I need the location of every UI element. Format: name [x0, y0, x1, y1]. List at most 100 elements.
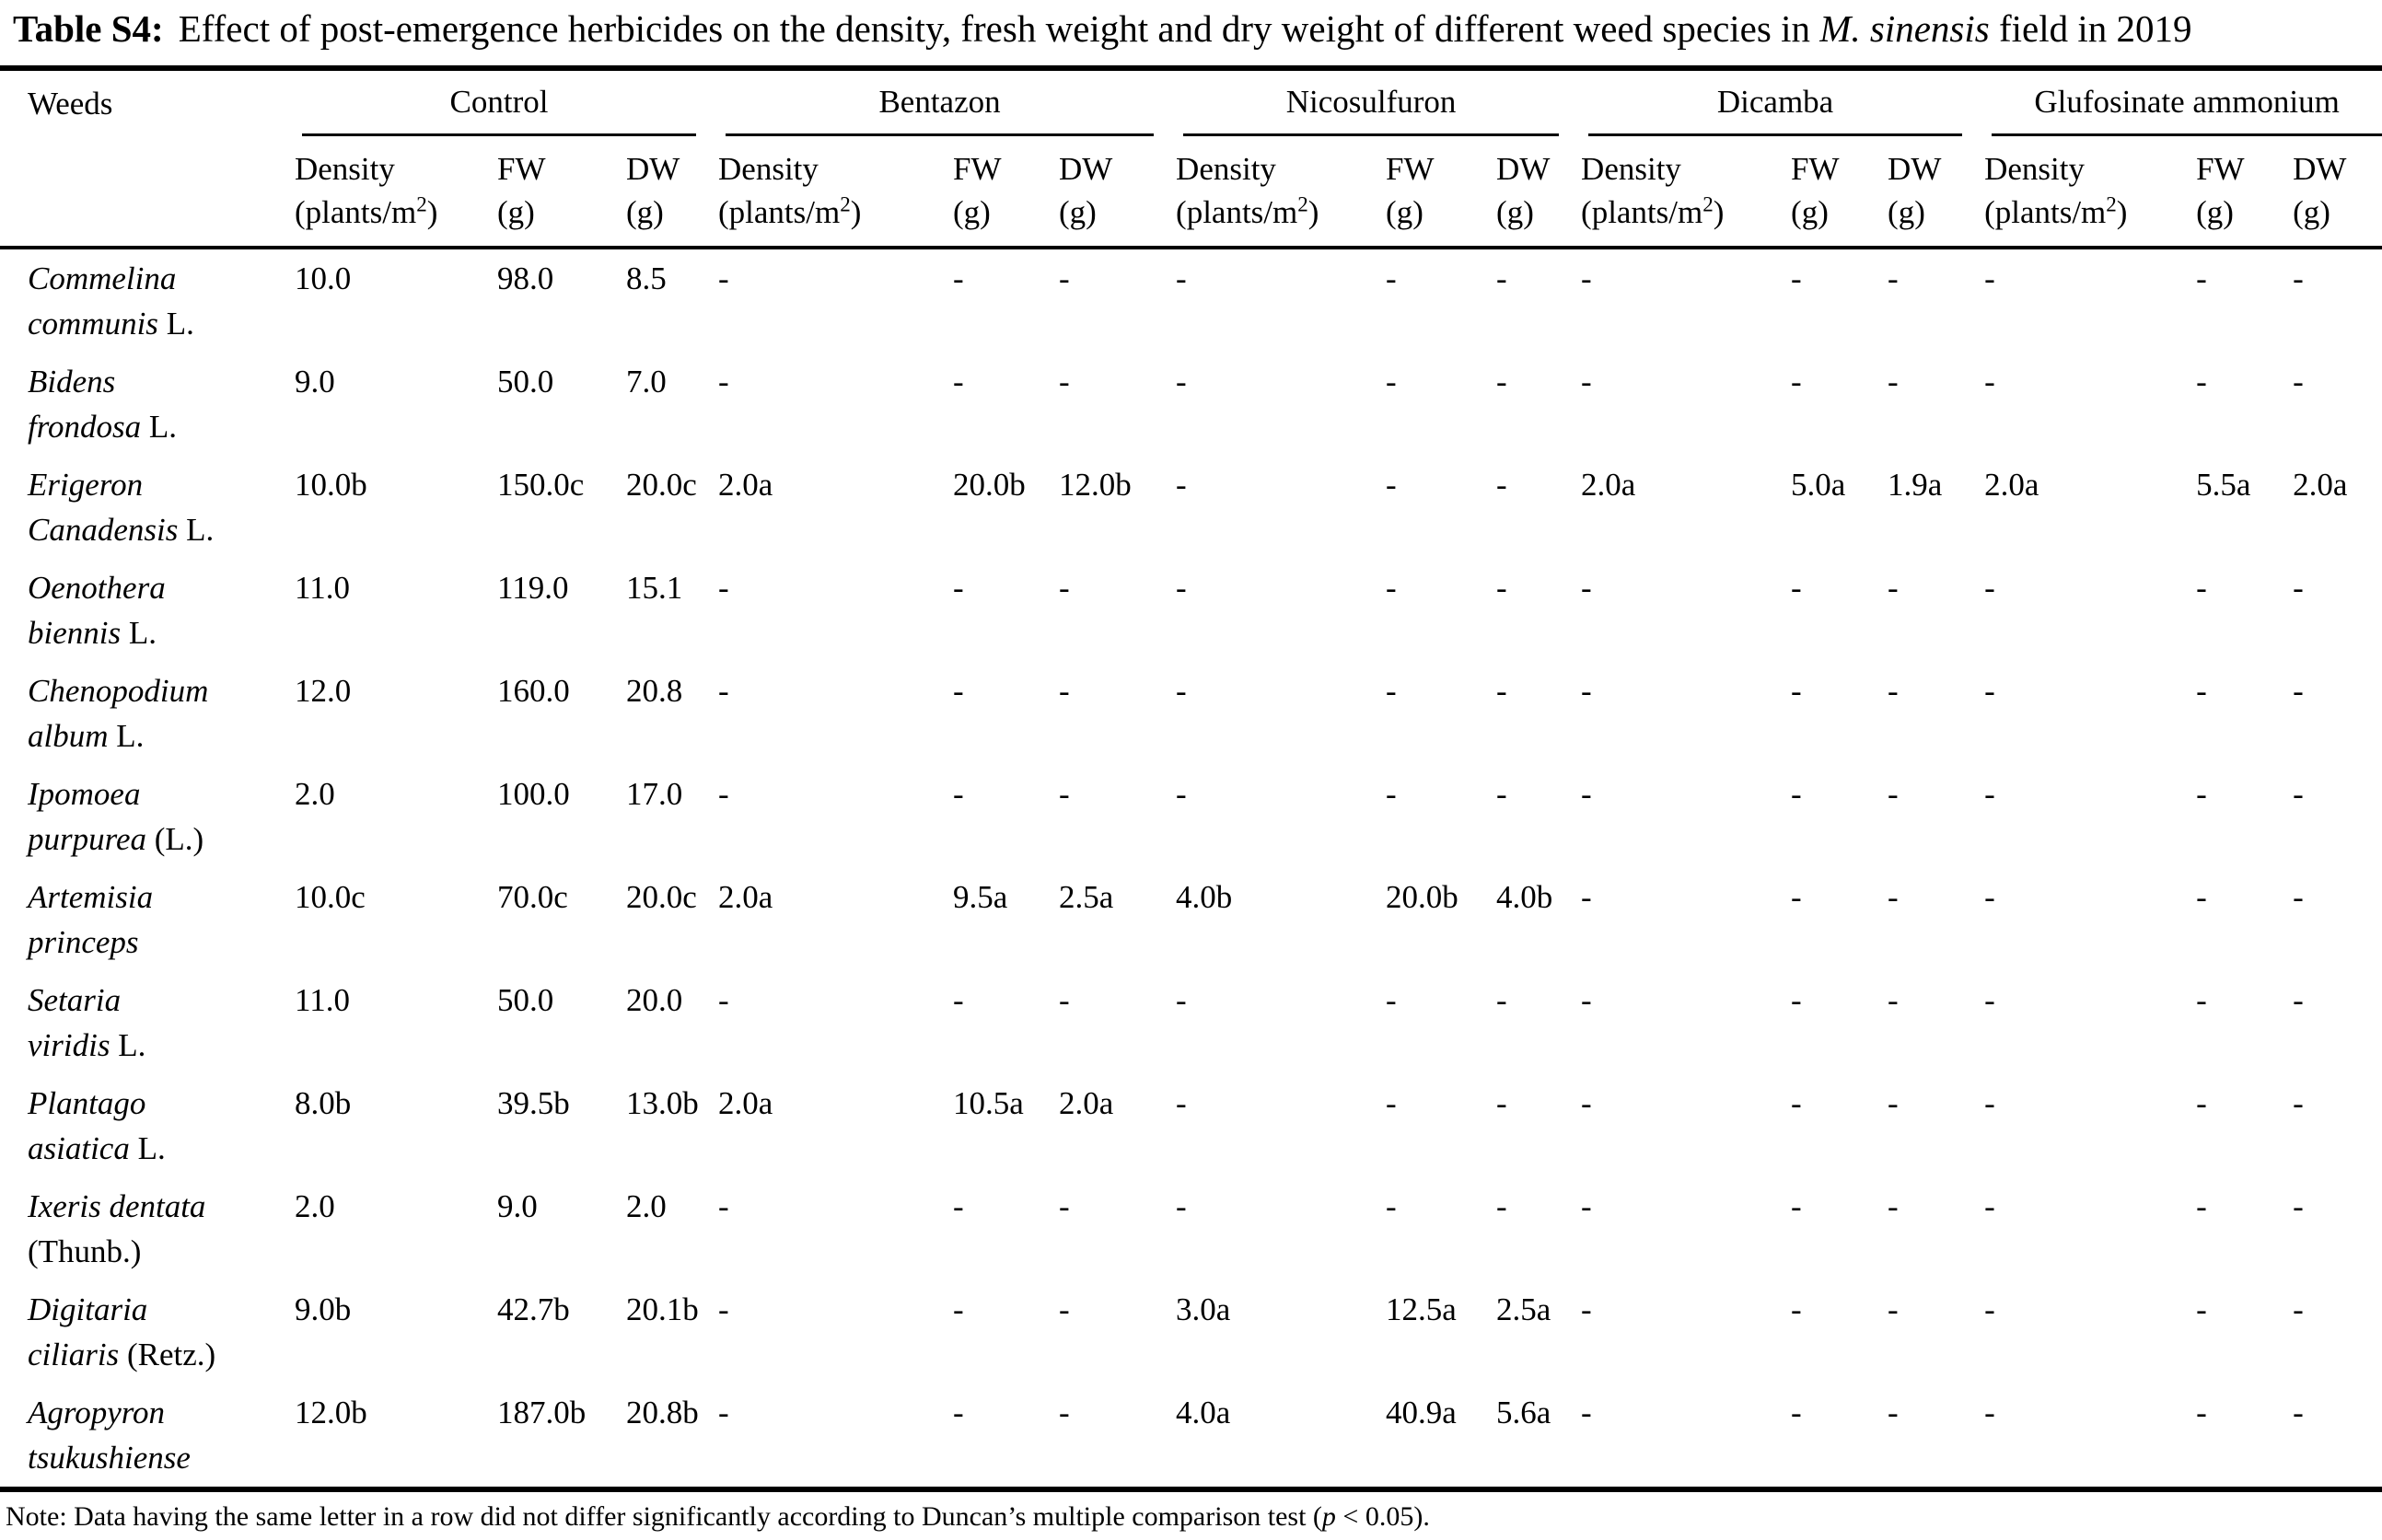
density-unit-close: ): [2116, 194, 2128, 231]
value-cell: -: [2293, 363, 2304, 399]
value-cell: -: [953, 569, 964, 606]
value-cell: -: [1581, 981, 1592, 1018]
value-cell: -: [1581, 1084, 1592, 1121]
density-label: Density: [1581, 151, 1681, 188]
value-cell: -: [1791, 775, 1802, 812]
table-row: Ipomoea purpurea (L.) 2.0 100.0 17.0- - - - - - - -…: [0, 765, 2382, 868]
dw-header: DW (g): [2293, 136, 2382, 249]
dw-header: DW (g): [1059, 136, 1177, 249]
weed-name-line1-italic: Agropyron: [28, 1394, 166, 1430]
value-cell: -: [1888, 775, 1899, 812]
weed-name-line2-regular: L.: [121, 614, 157, 651]
value-cell: -: [2293, 260, 2304, 296]
group-underline: Bentazon: [726, 84, 1155, 137]
value-cell: 10.5a: [953, 1084, 1024, 1121]
weed-name-line2-italic: purpurea: [28, 820, 146, 857]
fw-unit: (g): [2196, 194, 2234, 231]
value-cell: -: [1888, 878, 1899, 915]
value-cell: 2.5a: [1496, 1291, 1551, 1327]
value-cell: 2.0a: [718, 878, 773, 915]
value-cell: -: [1176, 981, 1187, 1018]
density-header: Density (plants/m2): [1581, 136, 1792, 249]
value-cell: -: [1888, 1394, 1899, 1430]
value-cell: 2.5a: [1059, 878, 1114, 915]
value-cell: -: [1984, 1187, 1995, 1224]
dw-header: DW (g): [626, 136, 719, 249]
value-cell: -: [1581, 775, 1592, 812]
value-cell: -: [1984, 672, 1995, 709]
value-cell: 70.0c: [497, 878, 568, 915]
value-cell: 11.0: [295, 569, 350, 606]
value-cell: -: [1888, 981, 1899, 1018]
weed-name-cell: Ixeris dentata (Thunb.): [0, 1177, 295, 1280]
table-row: Chenopodium album L. 12.0 160.0 20.8- - - - - - - -…: [0, 662, 2382, 765]
weed-name-line2-italic: Canadensis: [28, 511, 179, 548]
group-label: Control: [449, 84, 549, 121]
value-cell: 160.0: [497, 672, 570, 709]
value-cell: -: [1059, 672, 1070, 709]
value-cell: 2.0a: [2293, 466, 2348, 503]
value-cell: -: [1791, 569, 1802, 606]
value-cell: -: [1888, 672, 1899, 709]
density-unit-close: ): [426, 194, 438, 231]
table-row: Artemisia princeps 10.0c 70.0c 20.0c 2.0a 9.5a…: [0, 868, 2382, 971]
table-row: Bidens frondosa L. 9.0 50.0 7.0 - - - - - - - - - - - -: [0, 353, 2382, 456]
weed-name-cell: Artemisia princeps: [0, 868, 295, 971]
density-unit: (plants/m: [718, 194, 841, 231]
density-unit: (plants/m: [1176, 194, 1298, 231]
value-cell: 50.0: [497, 981, 554, 1018]
table-note-pvalue: p: [1321, 1500, 1336, 1532]
weed-name-line2-regular: L.: [141, 408, 178, 445]
group-label: Nicosulfuron: [1285, 84, 1457, 121]
table-caption: Table S4: Effect of post-emergence herbic…: [0, 0, 2382, 65]
value-cell: -: [1984, 569, 1995, 606]
weed-name-line2-regular: (Thunb.): [28, 1233, 142, 1269]
value-cell: 15.1: [626, 569, 683, 606]
value-cell: -: [1059, 1394, 1070, 1430]
value-cell: 12.0: [295, 672, 352, 709]
density-label: Density: [1984, 151, 2085, 188]
group-underline: Glufosinate ammonium: [1992, 84, 2382, 137]
value-cell: -: [1496, 1084, 1507, 1121]
value-cell: 20.0c: [626, 878, 697, 915]
fw-label: FW: [2196, 151, 2245, 188]
weed-name-cell: Plantago asiatica L.: [0, 1074, 295, 1177]
table-caption-species: M. sinensis: [1819, 7, 1990, 50]
value-cell: -: [1984, 775, 1995, 812]
value-cell: -: [953, 363, 964, 399]
weed-name-line2-regular: L.: [129, 1129, 166, 1166]
value-cell: -: [2293, 775, 2304, 812]
density-unit: (plants/m: [295, 194, 417, 231]
weed-name-line1-italic: Artemisia: [28, 878, 154, 915]
value-cell: 8.0b: [295, 1084, 352, 1121]
value-cell: -: [2293, 1291, 2304, 1327]
fw-header: FW (g): [953, 136, 1060, 249]
value-cell: 20.1b: [626, 1291, 699, 1327]
value-cell: -: [1176, 1084, 1187, 1121]
weed-name-line1-italic: Ixeris dentata: [28, 1187, 206, 1224]
value-cell: 1.9a: [1888, 466, 1943, 503]
value-cell: -: [1176, 672, 1187, 709]
weed-name-line2-italic: princeps: [28, 923, 139, 960]
fw-label: FW: [953, 151, 1002, 188]
value-cell: 4.0b: [1496, 878, 1553, 915]
value-cell: 20.0c: [626, 466, 697, 503]
value-cell: -: [2293, 981, 2304, 1018]
value-cell: 10.0c: [295, 878, 366, 915]
value-cell: -: [1176, 466, 1187, 503]
fw-label: FW: [1791, 151, 1840, 188]
value-cell: 7.0: [626, 363, 667, 399]
weed-name-line2-regular: (L.): [145, 820, 204, 857]
value-cell: 4.0a: [1176, 1394, 1231, 1430]
value-cell: -: [1059, 981, 1070, 1018]
value-cell: 2.0: [295, 775, 335, 812]
value-cell: 12.5a: [1386, 1291, 1457, 1327]
density-label: Density: [1176, 151, 1276, 188]
value-cell: -: [1791, 981, 1802, 1018]
value-cell: 5.6a: [1496, 1394, 1551, 1430]
value-cell: -: [1888, 260, 1899, 296]
value-cell: -: [953, 1291, 964, 1327]
value-cell: -: [953, 981, 964, 1018]
group-label: Glufosinate ammonium: [2034, 84, 2340, 121]
value-cell: 50.0: [497, 363, 554, 399]
